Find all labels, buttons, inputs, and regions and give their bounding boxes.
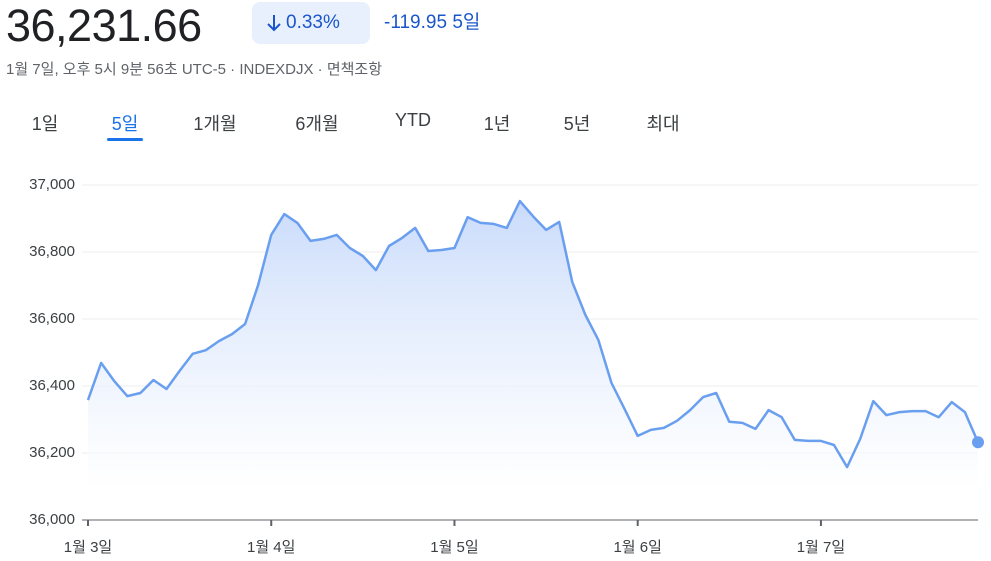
x-tick-label: 1월 6일 [613, 539, 661, 556]
y-tick-label: 37,000 [29, 176, 75, 193]
x-tick-label: 1월 3일 [64, 539, 112, 556]
range-tab[interactable]: 5년 [563, 114, 591, 134]
change-pct: 0.33% [286, 12, 340, 33]
y-tick-label: 36,400 [29, 377, 75, 394]
range-tab[interactable]: 1개월 [193, 114, 237, 134]
area-fill [88, 201, 978, 490]
x-tick-label: 1월 5일 [430, 539, 478, 556]
range-tab[interactable]: 6개월 [295, 114, 339, 134]
x-tick-label: 1월 4일 [247, 539, 295, 556]
y-tick-label: 36,600 [29, 310, 75, 327]
y-tick-label: 36,000 [29, 511, 75, 528]
last-point [972, 436, 984, 449]
range-tab[interactable]: 1년 [483, 114, 511, 134]
x-tick-label: 1월 7일 [797, 539, 845, 556]
range-tab[interactable]: 5일 [111, 114, 139, 134]
change-badge: 0.33% [252, 2, 370, 44]
y-tick-label: 36,200 [29, 444, 75, 461]
range-tab[interactable]: YTD [395, 110, 431, 130]
period: 5일 [452, 12, 481, 33]
down-arrow [267, 15, 281, 32]
change-abs: -119.95 [384, 12, 448, 33]
range-tab[interactable]: 1일 [31, 114, 59, 134]
price: 36,231.66 [6, 0, 202, 51]
subtitle: 1월 7일, 오후 5시 9분 56초 UTC-5 · INDEXDJX · 면… [6, 61, 383, 78]
y-tick-label: 36,800 [29, 243, 75, 260]
price-line [86, 199, 980, 469]
tab-underline [107, 138, 143, 141]
change-abs-wrap: -119.95 5일 [384, 2, 480, 44]
range-tab[interactable]: 최대 [646, 114, 680, 134]
